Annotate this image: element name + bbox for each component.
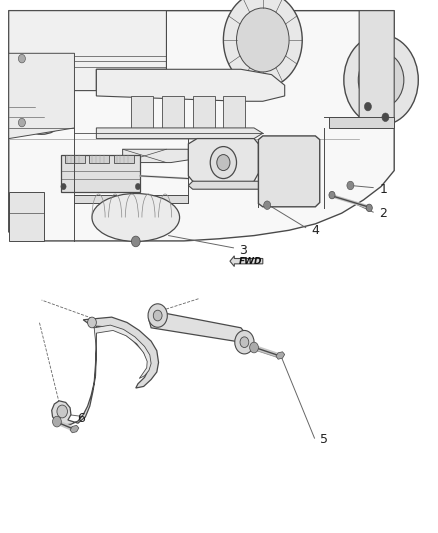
Circle shape	[131, 236, 140, 247]
Polygon shape	[149, 312, 250, 346]
Polygon shape	[9, 11, 166, 91]
Polygon shape	[70, 425, 79, 433]
Circle shape	[284, 164, 294, 177]
Circle shape	[25, 93, 30, 99]
Circle shape	[153, 310, 162, 321]
Circle shape	[88, 317, 96, 328]
Circle shape	[53, 416, 61, 427]
Polygon shape	[65, 155, 85, 163]
Polygon shape	[9, 11, 394, 241]
Circle shape	[57, 405, 67, 418]
Polygon shape	[276, 352, 285, 359]
Circle shape	[46, 78, 51, 84]
Polygon shape	[89, 155, 109, 163]
Polygon shape	[9, 53, 74, 139]
Circle shape	[344, 35, 418, 125]
Ellipse shape	[92, 193, 180, 241]
Polygon shape	[74, 195, 188, 203]
Polygon shape	[94, 325, 151, 378]
Circle shape	[223, 0, 302, 88]
Circle shape	[46, 108, 51, 114]
Circle shape	[366, 204, 372, 212]
Circle shape	[18, 54, 25, 63]
Text: 2: 2	[379, 207, 387, 220]
Circle shape	[329, 191, 335, 199]
Circle shape	[61, 183, 66, 190]
Circle shape	[382, 113, 389, 122]
Polygon shape	[114, 155, 134, 163]
Circle shape	[135, 183, 141, 190]
Circle shape	[10, 58, 73, 134]
Polygon shape	[188, 181, 263, 189]
Circle shape	[372, 69, 390, 91]
Circle shape	[32, 108, 37, 114]
Circle shape	[347, 181, 354, 190]
Circle shape	[235, 330, 254, 354]
Text: 6: 6	[77, 412, 85, 425]
Polygon shape	[96, 69, 285, 101]
Circle shape	[264, 201, 271, 209]
Polygon shape	[193, 96, 215, 128]
Circle shape	[217, 155, 230, 171]
Circle shape	[278, 157, 300, 184]
Circle shape	[22, 72, 61, 120]
Text: 3: 3	[239, 244, 247, 257]
Polygon shape	[61, 155, 140, 192]
Circle shape	[34, 86, 49, 106]
Text: 1: 1	[379, 183, 387, 196]
Circle shape	[18, 118, 25, 127]
Polygon shape	[162, 96, 184, 128]
Polygon shape	[223, 96, 245, 128]
Polygon shape	[131, 96, 153, 128]
Text: FWD: FWD	[239, 257, 262, 265]
Circle shape	[250, 342, 258, 353]
Polygon shape	[9, 192, 44, 241]
Polygon shape	[359, 11, 394, 125]
Circle shape	[53, 93, 58, 99]
Circle shape	[364, 102, 371, 111]
Circle shape	[32, 78, 37, 84]
Polygon shape	[188, 139, 258, 188]
Circle shape	[148, 304, 167, 327]
Circle shape	[237, 8, 289, 72]
Polygon shape	[123, 149, 188, 163]
Circle shape	[240, 337, 249, 348]
Polygon shape	[230, 256, 263, 266]
Polygon shape	[328, 117, 394, 128]
Circle shape	[210, 147, 237, 179]
Circle shape	[358, 52, 404, 108]
Text: 4: 4	[311, 224, 319, 237]
Polygon shape	[258, 136, 320, 207]
Text: 5: 5	[320, 433, 328, 446]
Polygon shape	[52, 317, 159, 425]
Polygon shape	[96, 128, 263, 139]
